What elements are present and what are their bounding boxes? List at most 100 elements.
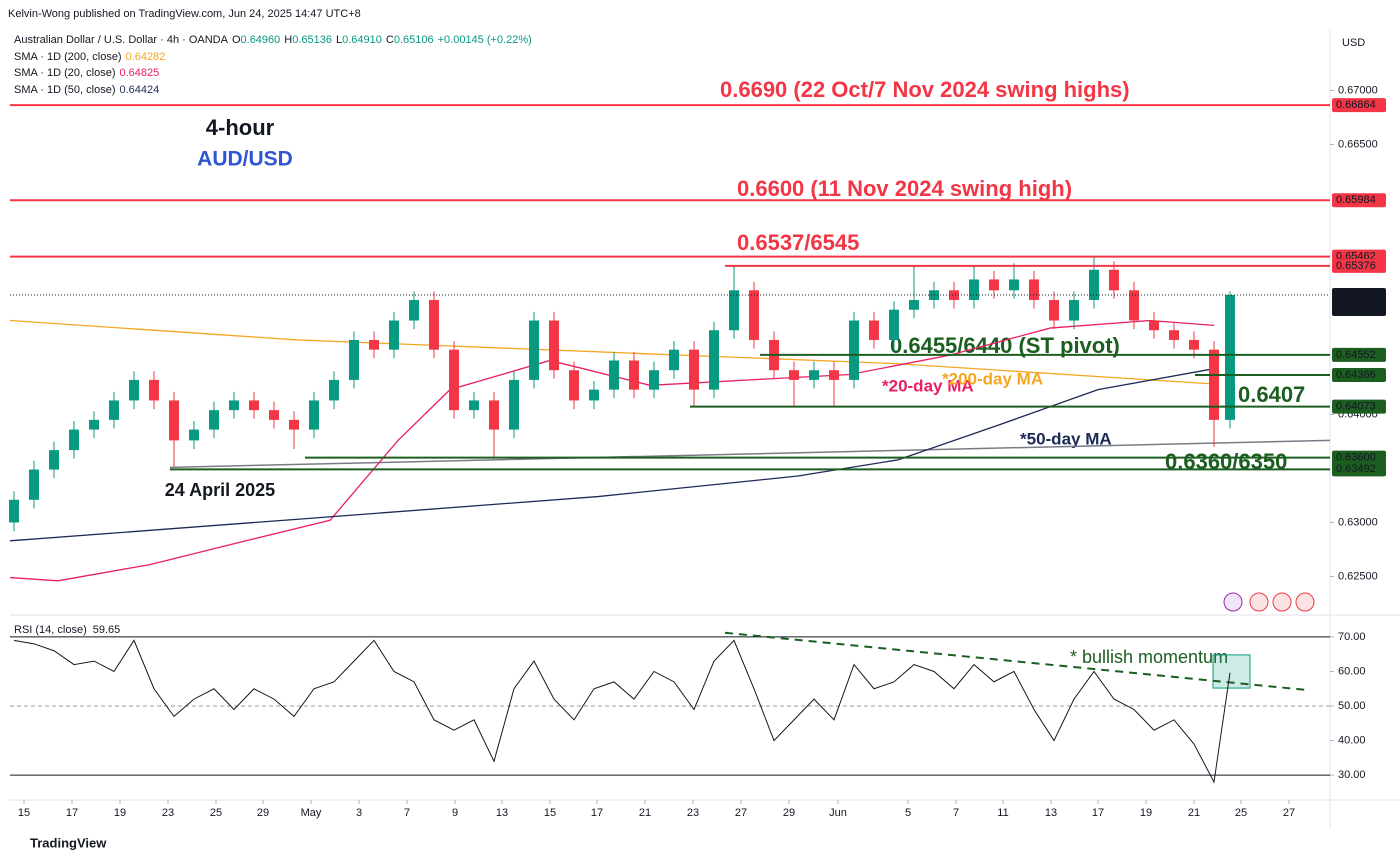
price-badge-label: 0.66864 xyxy=(1336,99,1376,111)
candle-body xyxy=(109,400,119,420)
candle-body xyxy=(169,400,179,441)
rsi-value: 59.65 xyxy=(93,624,121,636)
candle-body xyxy=(269,410,279,420)
price-badge-label: 0.63492 xyxy=(1336,463,1376,475)
legend-name: SMA · 1D (20, close) xyxy=(14,67,115,79)
candle-body xyxy=(429,299,439,350)
close: 0.65106 xyxy=(394,34,434,46)
level-note: 0.6600 (11 Nov 2024 swing high) xyxy=(737,176,1072,201)
trendline xyxy=(169,439,1331,469)
candle-body xyxy=(669,349,679,371)
y-tick-label: 0.62500 xyxy=(1338,570,1378,582)
candle-body xyxy=(1089,269,1099,300)
candle-body xyxy=(9,499,19,523)
level-note: 0.6690 (22 Oct/7 Nov 2024 swing highs) xyxy=(720,77,1130,102)
candle-body xyxy=(629,360,639,390)
x-tick-label: 23 xyxy=(162,807,174,819)
event-icon xyxy=(1272,592,1292,612)
x-tick-label: 21 xyxy=(639,807,651,819)
candle-body xyxy=(1149,320,1159,331)
candle-body xyxy=(489,400,499,430)
change: +0.00145 (+0.22%) xyxy=(438,34,532,46)
candle-body xyxy=(609,360,619,390)
x-tick-label: 25 xyxy=(210,807,222,819)
moving-average xyxy=(9,368,1215,542)
candle-body xyxy=(469,400,479,411)
candle-body xyxy=(1049,299,1059,321)
x-tick-label: 13 xyxy=(496,807,508,819)
open: 0.64960 xyxy=(241,34,281,46)
candle-body xyxy=(849,320,859,380)
x-tick-label: 7 xyxy=(404,807,410,819)
ma-note: *20-day MA xyxy=(882,376,974,395)
low: 0.64910 xyxy=(342,34,382,46)
rsi-line xyxy=(13,639,1231,784)
candle-body xyxy=(369,339,379,350)
candle-body xyxy=(209,410,219,430)
level-note: 0.6537/6545 xyxy=(737,230,859,255)
price-badge-label: 0.64552 xyxy=(1336,349,1376,361)
candle-body xyxy=(1029,279,1039,300)
flags xyxy=(1223,592,1315,612)
symbol: Australian Dollar / U.S. Dollar · 4h · O… xyxy=(14,34,229,46)
symbol-line: Australian Dollar / U.S. Dollar · 4h · O… xyxy=(14,34,532,46)
candle-body xyxy=(349,339,359,380)
y-tick-label: 50.00 xyxy=(1338,700,1366,712)
price-badge xyxy=(1332,258,1386,273)
legend-entry: SMA · 1D (50, close) 0.64424 xyxy=(14,84,159,96)
level-note: 0.6455/6440 (ST pivot) xyxy=(890,333,1120,358)
candle-body xyxy=(569,370,579,401)
candle-body xyxy=(869,320,879,340)
y-tick-label: 70.00 xyxy=(1338,631,1366,643)
ma-note: *200-day MA xyxy=(942,369,1043,388)
legend-value: 0.64282 xyxy=(126,51,166,63)
x-tick-label: 7 xyxy=(953,807,959,819)
candle-body xyxy=(449,349,459,411)
candle-body xyxy=(229,400,239,411)
candle-body xyxy=(989,279,999,291)
last-price-label: 0.65106 xyxy=(1336,289,1376,301)
price-badge xyxy=(1332,399,1386,414)
candle-body xyxy=(529,320,539,380)
candle-body xyxy=(1169,330,1179,340)
ma-note: *50-day MA xyxy=(1020,429,1112,448)
candle-body xyxy=(49,450,59,470)
x-tick-label: 27 xyxy=(735,807,747,819)
candle-body xyxy=(329,379,339,401)
candle-body xyxy=(749,290,759,340)
candle-body xyxy=(1069,299,1079,321)
event-icon xyxy=(1295,592,1315,612)
candle-body xyxy=(129,379,139,401)
legend-entry: SMA · 1D (200, close) 0.64282 xyxy=(14,51,165,63)
candle-body xyxy=(509,379,519,430)
y-tick-label: 60.00 xyxy=(1338,665,1366,677)
y-tick-label: 40.00 xyxy=(1338,734,1366,746)
x-tick-label: 19 xyxy=(114,807,126,819)
high: 0.65136 xyxy=(292,34,332,46)
candle-body xyxy=(1009,279,1019,291)
y-tick-label: 0.63000 xyxy=(1338,516,1378,528)
candle-body xyxy=(589,389,599,401)
candle-body xyxy=(309,400,319,430)
candle-body xyxy=(1209,349,1219,420)
rsi-name: RSI (14, close) xyxy=(14,624,87,636)
candle-body xyxy=(1225,295,1235,420)
x-tick-label: 13 xyxy=(1045,807,1057,819)
moving-average xyxy=(9,319,1215,385)
candle-body xyxy=(889,309,899,340)
y-tick-label: 0.67000 xyxy=(1338,84,1378,96)
legend-value: 0.64424 xyxy=(119,84,159,96)
price-badge-label: 0.65984 xyxy=(1336,194,1376,206)
x-tick-label: 3 xyxy=(356,807,362,819)
currency: USD xyxy=(1342,37,1365,49)
level-note: 0.6407 xyxy=(1238,382,1305,407)
candle-body xyxy=(249,400,259,411)
candle-body xyxy=(29,469,39,500)
logo: TradingView xyxy=(30,835,107,850)
publisher: Kelvin-Wong published on TradingView.com… xyxy=(8,8,361,20)
candle-body xyxy=(909,299,919,310)
rsi-title: RSI (14, close) 59.65 xyxy=(14,624,120,636)
x-tick-label: Jun xyxy=(829,807,847,819)
